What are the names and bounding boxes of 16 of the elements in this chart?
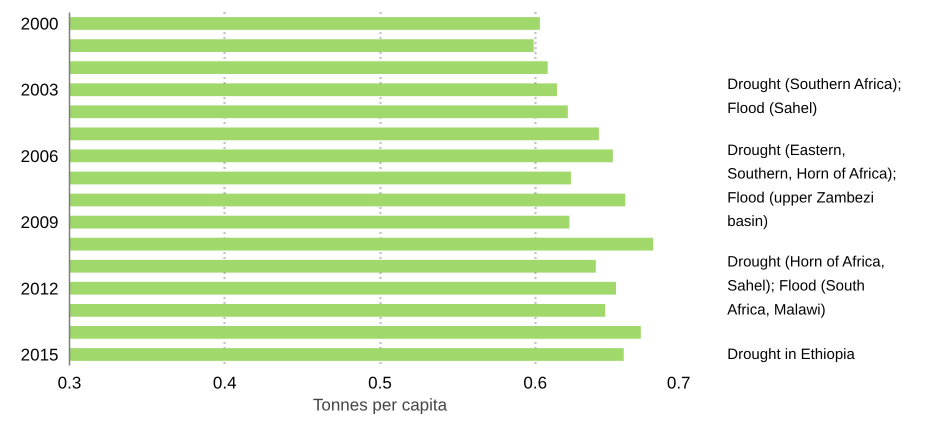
x-tick-label: 0.6	[523, 374, 548, 392]
text: Drought (Horn of Africa, Sahel); Flood (South Africa, Malawi)	[727, 254, 885, 318]
x-tick-label: 0.5	[368, 374, 392, 392]
y-tick-label: 2000	[20, 14, 59, 34]
text: Drought in Ethiopia	[727, 346, 856, 363]
y-tick-label: 2003	[20, 80, 59, 100]
y-tick-label: 2012	[20, 279, 59, 298]
x-tick-label: 0.7	[666, 374, 691, 392]
text: Drought (Eastern, Southern, Horn of Africa); Flood (upper Zambezi basin)	[727, 142, 896, 230]
y-tick-label: 2009	[20, 213, 59, 232]
y-tick-label: 2006	[20, 146, 59, 166]
x-tick-label: 0.4	[212, 374, 237, 392]
text: Drought (Southern Africa); Flood (Sahel)	[727, 76, 902, 117]
x-axis-title: Tonnes per capita	[312, 396, 448, 414]
y-tick-label: 2015	[20, 345, 59, 364]
x-tick-label: 0.3	[58, 374, 82, 392]
